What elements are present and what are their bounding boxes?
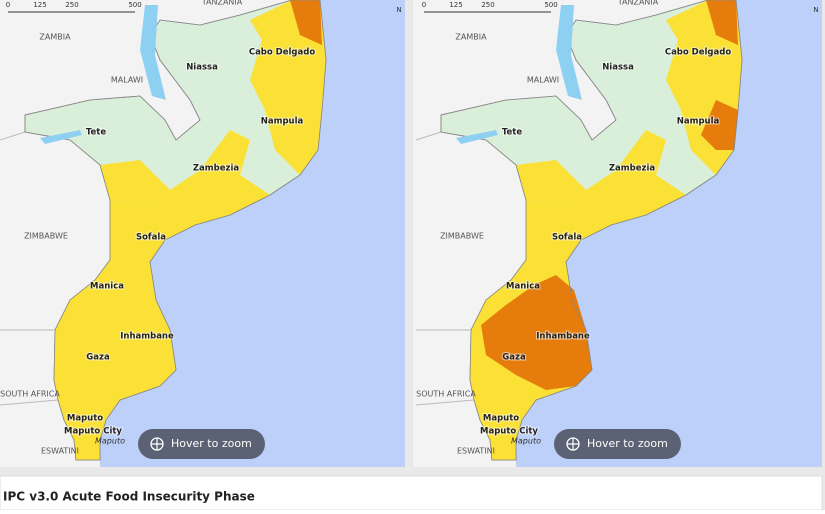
country-outline bbox=[440, 0, 743, 461]
phase-3-area bbox=[701, 100, 738, 150]
button-icon bbox=[151, 438, 163, 450]
province-label: Manica bbox=[506, 282, 540, 292]
province-label: Cabo Delgado bbox=[665, 48, 731, 58]
lake-malawi bbox=[140, 5, 166, 100]
city-label: Maputo bbox=[511, 437, 541, 446]
border bbox=[0, 399, 59, 406]
province-label: Zambezia bbox=[193, 164, 239, 174]
north-arrow: N bbox=[396, 6, 401, 14]
country-label: ESWATINI bbox=[457, 447, 495, 456]
province-label: Gaza bbox=[502, 353, 526, 363]
north-arrow: N bbox=[813, 6, 818, 14]
province-label: Nampula bbox=[677, 117, 720, 127]
phase-3-area bbox=[706, 0, 738, 45]
country-label: ZAMBIA bbox=[455, 33, 487, 42]
province-label: Sofala bbox=[136, 233, 166, 243]
map-panel: Niassa Cabo Delgado Nampula Tete Zambezia Sof… bbox=[0, 0, 405, 467]
zoom-button[interactable]: Hover to zoom bbox=[138, 429, 265, 459]
city-label: Maputo bbox=[95, 437, 125, 446]
phase-2-area bbox=[250, 0, 326, 175]
button-icon bbox=[567, 438, 579, 450]
border bbox=[415, 131, 442, 141]
province-label: Tete bbox=[502, 128, 522, 138]
province-label: Tete bbox=[86, 128, 106, 138]
border bbox=[0, 131, 26, 141]
province-label: Zambezia bbox=[609, 164, 655, 174]
scale-label: 250 bbox=[65, 1, 78, 9]
country-label: ZAMBIA bbox=[39, 33, 71, 42]
country-label: ZIMBABWE bbox=[24, 232, 68, 241]
map-panel: Niassa Cabo Delgado Nampula Tete Zambezia Sof… bbox=[413, 0, 822, 467]
province-label: Niassa bbox=[186, 63, 218, 73]
province-label: Maputo City bbox=[64, 427, 122, 437]
province-label: Gaza bbox=[86, 353, 110, 363]
province-label: Sofala bbox=[552, 233, 582, 243]
province-label: Inhambane bbox=[536, 332, 590, 342]
province-label: Maputo bbox=[67, 414, 103, 424]
province-label: Cabo Delgado bbox=[249, 48, 315, 58]
province-label: Niassa bbox=[602, 63, 634, 73]
country-label: ZIMBABWE bbox=[440, 232, 484, 241]
country-outline bbox=[24, 0, 327, 461]
border bbox=[415, 399, 475, 406]
country-label: ESWATINI bbox=[41, 447, 79, 456]
province-label: Maputo City bbox=[480, 427, 538, 437]
country-label: TANZANIA bbox=[617, 0, 659, 7]
scale-label: 0 bbox=[422, 1, 426, 9]
phase-2-area bbox=[54, 200, 176, 460]
lake-cahora bbox=[40, 130, 82, 144]
province-label: Manica bbox=[90, 282, 124, 292]
legend-title: IPC v3.0 Acute Food Insecurity Phase bbox=[3, 490, 255, 504]
scale-label: 250 bbox=[481, 1, 494, 9]
map-content: Niassa Cabo Delgado Nampula Tete Zambezia Sof… bbox=[0, 0, 405, 467]
country-label: TANZANIA bbox=[201, 0, 243, 7]
button-label[interactable]: Hover to zoom bbox=[587, 437, 668, 450]
country-label: MALAWI bbox=[111, 76, 143, 85]
lake-cahora bbox=[456, 130, 498, 144]
phase-3-area bbox=[481, 275, 592, 390]
province-label: Nampula bbox=[261, 117, 304, 127]
ocean bbox=[100, 0, 405, 467]
scale-label: 500 bbox=[128, 1, 141, 9]
scale-label: 500 bbox=[544, 1, 557, 9]
button-label[interactable]: Hover to zoom bbox=[171, 437, 252, 450]
button-bg[interactable] bbox=[138, 429, 265, 459]
phase-3-area bbox=[290, 0, 322, 45]
scale-label: 125 bbox=[449, 1, 462, 9]
province-label: Inhambane bbox=[120, 332, 174, 342]
zoom-button[interactable]: Hover to zoom bbox=[554, 429, 681, 459]
country-label: SOUTH AFRICA bbox=[0, 390, 60, 399]
map-content: Niassa Cabo Delgado Nampula Tete Zambezia Sof… bbox=[415, 0, 822, 467]
button-bg[interactable] bbox=[554, 429, 681, 459]
lake-malawi bbox=[556, 5, 582, 100]
phase-2-area bbox=[516, 130, 686, 240]
scale-label: 125 bbox=[33, 1, 46, 9]
phase-2-area bbox=[100, 130, 270, 240]
scale-label: 0 bbox=[6, 1, 10, 9]
ocean bbox=[516, 0, 822, 467]
province-label: Maputo bbox=[483, 414, 519, 424]
country-label: SOUTH AFRICA bbox=[416, 390, 476, 399]
legend-box bbox=[0, 475, 823, 511]
country-label: MALAWI bbox=[527, 76, 559, 85]
